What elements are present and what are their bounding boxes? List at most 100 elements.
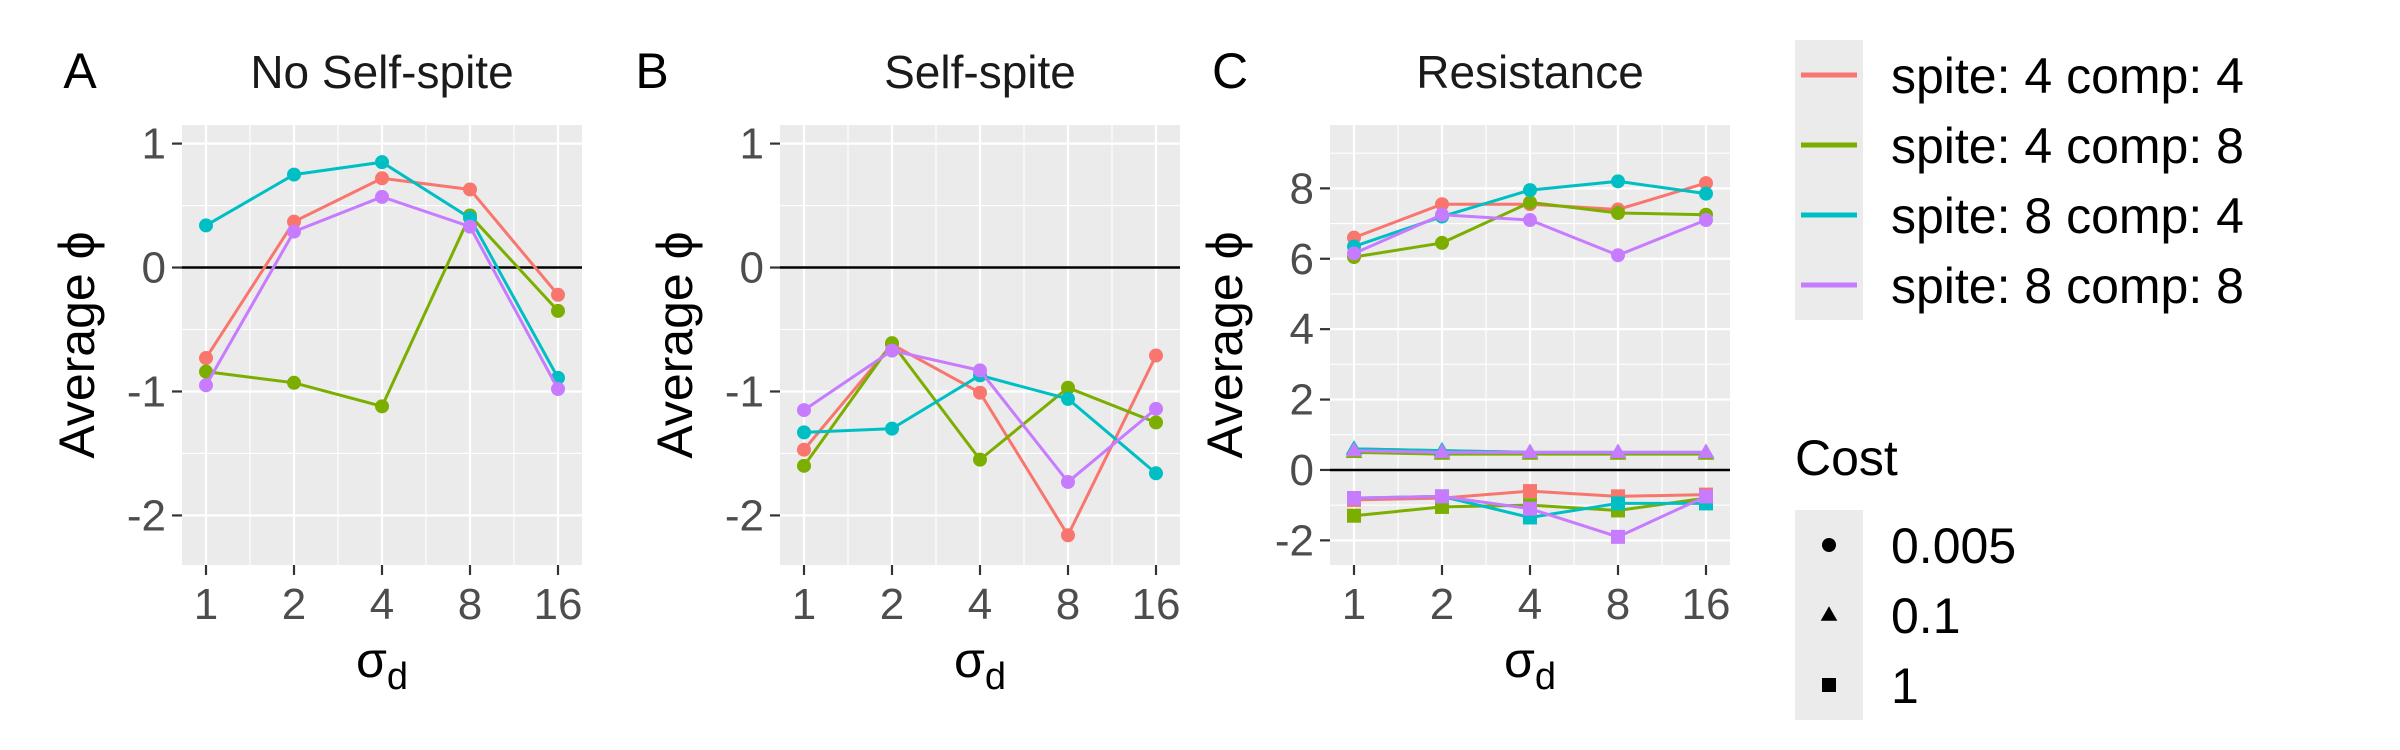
data-point <box>375 171 389 186</box>
series-s8c8-cost-0_1 <box>1345 441 1715 459</box>
legend-shape-triangle <box>1820 606 1838 621</box>
y-tick-label: 4 <box>1290 305 1314 354</box>
data-point <box>375 155 389 170</box>
data-point <box>1609 443 1627 459</box>
series-s8c8-cost-1 <box>1347 489 1713 544</box>
panel-c: -2 0 2 4 6 8 1 2 4 8 16 σd Average ϕ Resistance C <box>1197 43 1730 698</box>
data-point <box>1611 174 1625 189</box>
y-tick-label: -2 <box>127 491 166 540</box>
data-point <box>1523 183 1537 198</box>
panel-tag: B <box>635 43 668 99</box>
legend-label: 1 <box>1891 658 1919 714</box>
data-point <box>199 351 213 366</box>
panel-title: Resistance <box>1416 46 1644 98</box>
data-point <box>1435 489 1449 504</box>
data-point <box>973 363 987 378</box>
x-tick-label: 4 <box>370 580 394 629</box>
y-axis-title: Average ϕ <box>49 231 105 458</box>
data-point <box>199 218 213 233</box>
data-point <box>1345 441 1363 457</box>
legend-item-s8c4: spite: 8 comp: 4 <box>1795 180 2244 250</box>
legend-item-s8c8: spite: 8 comp: 8 <box>1795 250 2244 320</box>
data-point <box>973 385 987 400</box>
y-tick-label: 0 <box>1290 446 1314 495</box>
data-point <box>551 287 565 302</box>
panel-title: No Self-spite <box>250 46 513 98</box>
legend-shape-circle <box>1822 538 1836 552</box>
legend-label: 0.1 <box>1891 588 1961 644</box>
data-point <box>1061 380 1075 395</box>
series-s4c4-cost-0_005 <box>199 171 565 366</box>
data-point <box>551 303 565 318</box>
data-point <box>1699 489 1713 504</box>
x-tick-label: 4 <box>968 580 992 629</box>
data-point <box>1699 186 1713 201</box>
data-point <box>1697 443 1715 459</box>
data-point <box>551 382 565 396</box>
y-tick-label: -1 <box>127 367 166 416</box>
x-tick-label: 2 <box>880 580 904 629</box>
series-s4c8-cost-0_005 <box>797 336 1163 473</box>
y-tick-label: 0 <box>740 244 764 293</box>
color-legend: spite: 4 comp: 4 spite: 4 comp: 8 spite: 8… <box>1795 40 2244 320</box>
x-tick-label: 1 <box>194 580 218 629</box>
series-s8c8-cost-0_005 <box>1347 207 1713 263</box>
x-axis-title: σd <box>1504 632 1556 698</box>
data-point <box>1435 499 1449 514</box>
data-point <box>1523 213 1537 228</box>
data-point <box>287 375 301 390</box>
data-point <box>287 224 301 239</box>
y-tick-label: -2 <box>725 491 764 540</box>
data-point <box>287 167 301 182</box>
data-point <box>1521 443 1539 459</box>
x-tick-label: 16 <box>534 580 583 629</box>
data-point <box>1435 197 1449 212</box>
data-point <box>1061 474 1075 489</box>
legend-item-cost-1: 1 <box>1795 650 1919 720</box>
data-point <box>1523 195 1537 210</box>
panel-title: Self-spite <box>884 46 1076 98</box>
x-tick-label: 2 <box>1430 580 1454 629</box>
panel-tag: A <box>63 43 97 99</box>
data-point <box>1149 466 1163 481</box>
series-s8c8-cost-0_005 <box>797 343 1163 489</box>
legend-label: spite: 4 comp: 4 <box>1891 48 2244 104</box>
legend-shape-square <box>1822 678 1836 692</box>
y-axis-title: Average ϕ <box>647 231 703 458</box>
legend: spite: 4 comp: 4 spite: 4 comp: 8 spite: 8… <box>1795 40 2244 720</box>
y-tick-label: 2 <box>1290 376 1314 425</box>
x-tick-label: 8 <box>1606 580 1630 629</box>
legend-item-cost-0_1: 0.1 <box>1795 580 1961 650</box>
data-point <box>375 399 389 414</box>
data-point <box>1433 443 1451 459</box>
shape-legend: Cost 0.005 0.1 1 <box>1795 430 2016 720</box>
data-point <box>797 442 811 457</box>
y-tick-label: 1 <box>740 120 764 169</box>
legend-item-s4c8: spite: 4 comp: 8 <box>1795 110 2244 180</box>
legend-label: spite: 4 comp: 8 <box>1891 118 2244 174</box>
data-point <box>463 219 477 234</box>
legend-item-s4c4: spite: 4 comp: 4 <box>1795 40 2244 110</box>
panel-b: -2 -1 0 1 1 2 4 8 16 σd Average ϕ Self-spite B <box>635 43 1180 698</box>
data-point <box>1149 348 1163 363</box>
data-point <box>375 189 389 204</box>
data-point <box>199 364 213 379</box>
data-point <box>1611 496 1625 511</box>
data-point <box>1611 248 1625 263</box>
y-tick-label: 1 <box>142 120 166 169</box>
data-point <box>797 458 811 473</box>
data-point <box>1347 246 1361 261</box>
data-point <box>1699 176 1713 191</box>
data-point <box>1347 508 1361 523</box>
data-point <box>1061 391 1075 406</box>
x-tick-label: 8 <box>1056 580 1080 629</box>
x-axis-title: σd <box>954 632 1006 698</box>
data-point <box>1347 491 1361 506</box>
data-point <box>463 182 477 197</box>
panel-a: -2 -1 0 1 1 2 4 8 16 σd Average ϕ No Self-spite A <box>49 43 582 698</box>
series-s4c4-cost-0_005 <box>797 337 1163 543</box>
x-tick-label: 8 <box>458 580 482 629</box>
data-point <box>1523 484 1537 499</box>
data-point <box>287 214 301 229</box>
